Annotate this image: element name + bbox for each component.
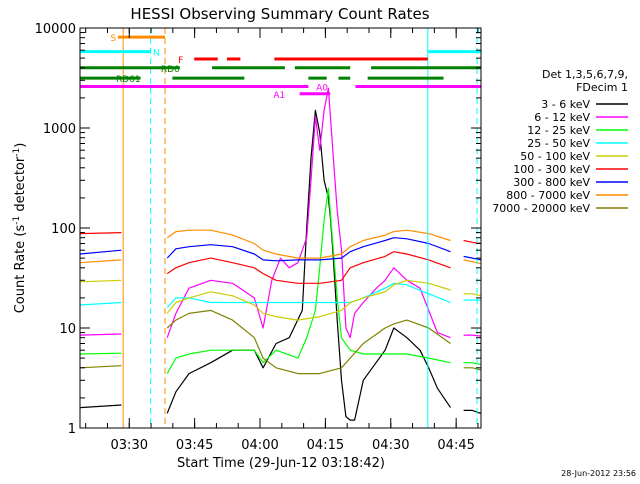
series-line-7000-20000-kev (79, 309, 482, 375)
series-line-300-800-kev (79, 237, 482, 262)
flag-label-n: N (153, 49, 160, 59)
y-tick-label: 1000 (43, 122, 76, 137)
legend-label-800-7000-kev: 800 - 7000 keV (506, 189, 590, 202)
y-axis-label: Count Rate (s-1 detector-1) (12, 143, 28, 314)
flag-label-rd0: RD0 (161, 65, 180, 75)
y-axis-label-sup: -1 (12, 148, 22, 157)
flag-label-s: S (110, 34, 116, 44)
flag-label-f: F (178, 56, 183, 66)
series-line-25-50-kev (79, 282, 481, 309)
legend-label-25-50-kev: 25 - 50 keV (527, 137, 590, 150)
y-tick-label: 10 (59, 322, 76, 337)
legend-label-100-300-kev: 100 - 300 keV (513, 163, 590, 176)
series-line-12-25-kev (79, 187, 482, 374)
series-line-800-7000-kev (79, 229, 482, 265)
flag-label-a0: A0 (316, 84, 328, 94)
y-axis-label-part: detector (13, 156, 28, 216)
y-axis-label-part: ) (13, 143, 28, 148)
y-axis-label-part: Count Rate (s (13, 225, 28, 314)
x-tick-label: 04:00 (241, 438, 278, 453)
flag-label-a1: A1 (273, 91, 285, 101)
flag-label-rd61: RD61 (116, 75, 141, 85)
chart-title: HESSI Observing Summary Count Rates (130, 5, 429, 23)
y-tick-label: 10000 (35, 22, 76, 37)
x-axis: 03:30 03:45 04:00 04:15 04:30 04:45 (85, 28, 479, 453)
legend-label-6-12-kev: 6 - 12 keV (534, 111, 590, 124)
series-line-50-100-kev (79, 279, 482, 321)
legend-label-3-6-kev: 3 - 6 keV (541, 98, 590, 111)
series-line-6-12-kev (79, 87, 482, 339)
legend-label-7000-20000-kev: 7000 - 20000 keV (492, 202, 590, 215)
x-axis-label: Start Time (29-Jun-12 03:18:42) (177, 456, 385, 471)
y-axis-label-sup: -1 (12, 216, 22, 225)
y-tick-label: 100 (51, 222, 76, 237)
legend-label-50-100-kev: 50 - 100 keV (520, 150, 590, 163)
x-tick-label: 03:30 (111, 438, 148, 453)
x-tick-label: 04:30 (372, 438, 409, 453)
y-tick-label: 1 (68, 422, 76, 437)
x-tick-label: 04:15 (307, 438, 344, 453)
legend-header-line: Det 1,3,5,6,7,9, (542, 68, 628, 81)
legend-label-12-25-kev: 12 - 25 keV (527, 124, 590, 137)
x-tick-label: 03:45 (176, 438, 213, 453)
y-axis: 1 10 100 1000 10000 (35, 22, 481, 437)
legend-header-line: FDecim 1 (576, 81, 628, 94)
series-line-3-6-kev (79, 109, 482, 421)
plot-series (79, 87, 482, 421)
legend-label-300-800-kev: 300 - 800 keV (513, 176, 590, 189)
x-tick-label: 04:45 (437, 438, 474, 453)
footer-timestamp: 28-Jun-2012 23:56 (561, 469, 636, 478)
